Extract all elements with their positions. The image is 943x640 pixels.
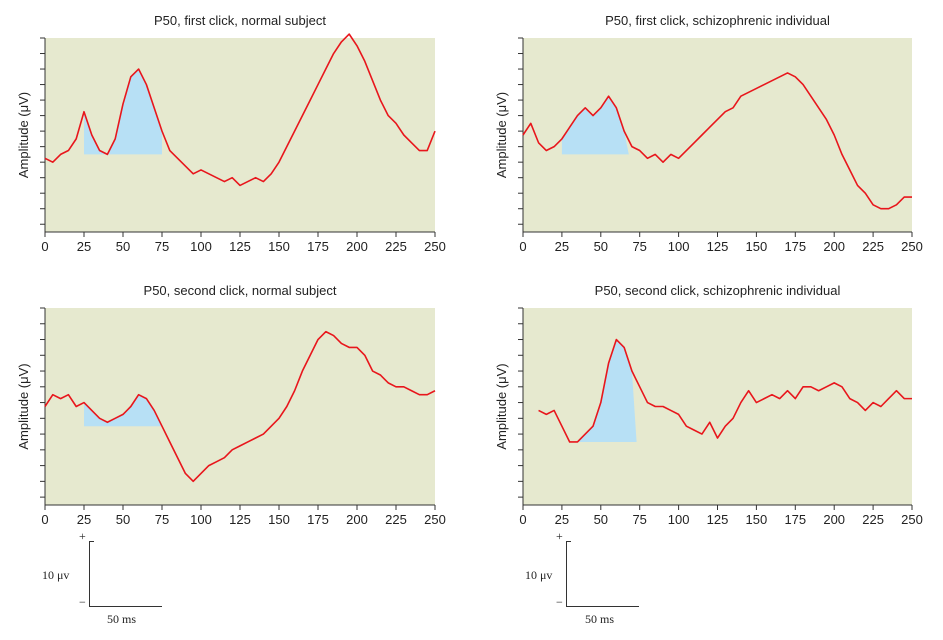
x-tick-label: 200 — [346, 239, 368, 254]
x-tick-label: 25 — [77, 512, 91, 527]
p50-shaded-area — [561, 96, 629, 155]
x-tick-label: 175 — [784, 239, 806, 254]
x-tick-label: 200 — [823, 512, 845, 527]
x-tick-label: 200 — [823, 239, 845, 254]
scale-bar-plus: + — [79, 529, 86, 543]
x-tick-label: 25 — [77, 239, 91, 254]
x-tick-label: 125 — [229, 239, 251, 254]
x-tick-label: 0 — [41, 512, 48, 527]
y-axis-label: Amplitude (μV) — [16, 92, 31, 178]
x-tick-label: 50 — [594, 239, 608, 254]
x-tick-label: 250 — [424, 239, 446, 254]
x-tick-label: 0 — [519, 239, 526, 254]
signal-line — [522, 72, 912, 210]
p50-shaded-area — [84, 69, 162, 155]
x-tick-label: 125 — [707, 512, 729, 527]
x-tick-label: 100 — [668, 512, 690, 527]
x-tick-label: 225 — [385, 512, 407, 527]
scale-bar-minus: − — [556, 595, 563, 609]
x-tick-label: 25 — [555, 512, 569, 527]
x-tick-label: 150 — [746, 512, 768, 527]
scale-bar-horizontal-label: 50 ms — [107, 612, 137, 626]
plot-background — [523, 308, 912, 505]
x-tick-label: 250 — [901, 512, 923, 527]
x-tick-label: 150 — [746, 239, 768, 254]
x-tick-label: 100 — [668, 239, 690, 254]
p50-shaded-area — [574, 339, 637, 442]
x-tick-label: 0 — [41, 239, 48, 254]
chart-panel-1: 0 25 50 75 100 125 150 175 200 225 250 P50, first c… — [16, 13, 446, 254]
chart-panel-4: 0 25 50 75 100 125 150 175 200 225 250 P50, second … — [494, 283, 923, 527]
chart-panel-2: 0 25 50 75 100 125 150 175 200 225 250 P50, first c… — [494, 13, 923, 254]
signal-line — [44, 330, 436, 483]
chart-title: P50, first click, schizophrenic individu… — [605, 13, 830, 28]
scale-bar-minus: − — [79, 595, 86, 609]
plot-background — [45, 38, 435, 232]
signal-line — [44, 33, 436, 187]
scale-bar-horizontal-line — [89, 606, 162, 607]
x-tick-label: 175 — [307, 512, 329, 527]
plot-background — [45, 308, 435, 505]
x-tick-label: 75 — [632, 512, 646, 527]
x-tick-label: 225 — [862, 512, 884, 527]
x-tick-label: 100 — [190, 239, 212, 254]
scale-bar-plus: + — [556, 529, 563, 543]
x-tick-label: 150 — [268, 512, 290, 527]
x-tick-label: 250 — [901, 239, 923, 254]
chart-title: P50, second click, schizophrenic individ… — [595, 283, 841, 298]
x-tick-label: 50 — [116, 239, 130, 254]
x-tick-label: 225 — [385, 239, 407, 254]
x-tick-label: 75 — [155, 512, 169, 527]
x-tick-label: 125 — [229, 512, 251, 527]
x-tick-label: 250 — [424, 512, 446, 527]
y-axis-label: Amplitude (μV) — [16, 363, 31, 449]
x-tick-label: 100 — [190, 512, 212, 527]
scale-bar-top-tick — [566, 541, 571, 542]
scale-bar-vertical-label: 10 μv — [42, 568, 70, 582]
x-tick-label: 75 — [155, 239, 169, 254]
x-tick-label: 50 — [116, 512, 130, 527]
x-tick-label: 0 — [519, 512, 526, 527]
chart-title: P50, first click, normal subject — [154, 13, 326, 28]
x-tick-label: 175 — [784, 512, 806, 527]
x-tick-label: 50 — [594, 512, 608, 527]
signal-line — [538, 338, 912, 443]
x-tick-label: 175 — [307, 239, 329, 254]
scale-bar-vertical-line — [566, 541, 567, 606]
x-tick-label: 25 — [555, 239, 569, 254]
x-tick-label: 150 — [268, 239, 290, 254]
x-tick-label: 125 — [707, 239, 729, 254]
scale-bar-vertical-line — [89, 541, 90, 606]
scale-bar-horizontal-label: 50 ms — [585, 612, 615, 626]
chart-title: P50, second click, normal subject — [144, 283, 337, 298]
y-axis-label: Amplitude (μV) — [494, 92, 509, 178]
chart-panel-3: 0 25 50 75 100 125 150 175 200 225 250 P50, second … — [16, 283, 446, 527]
scale-bar-horizontal-line — [566, 606, 639, 607]
scale-bar-vertical-label: 10 μv — [525, 568, 553, 582]
x-tick-label: 75 — [632, 239, 646, 254]
scale-bar-top-tick — [89, 541, 94, 542]
p50-shaded-area — [84, 394, 162, 427]
y-axis-label: Amplitude (μV) — [494, 363, 509, 449]
x-tick-label: 200 — [346, 512, 368, 527]
x-tick-label: 225 — [862, 239, 884, 254]
